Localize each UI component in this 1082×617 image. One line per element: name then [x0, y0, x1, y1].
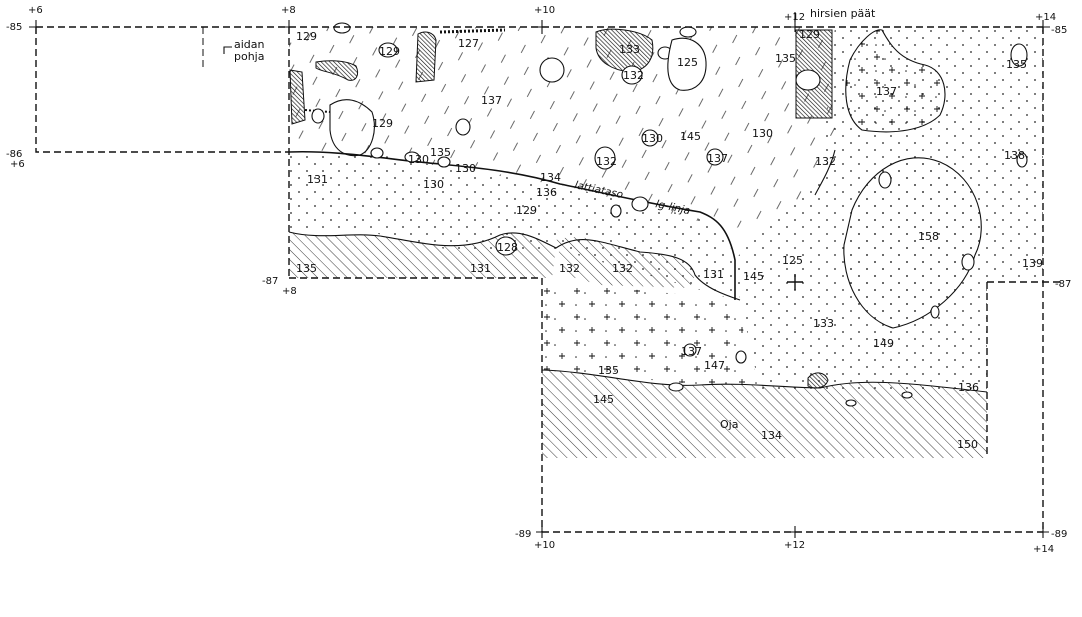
coord-top-6: +6	[28, 5, 43, 16]
layer-label: 129	[372, 117, 393, 130]
line-137-area	[845, 29, 946, 133]
layer-label: 138	[1004, 149, 1025, 162]
layer-label: 130	[642, 132, 663, 145]
layer-label: 130	[455, 162, 476, 175]
layer-label: 133	[619, 43, 640, 56]
coord-bottom-14: +14	[1033, 544, 1054, 555]
layer-label: 132	[612, 262, 633, 275]
dark-feature-post	[415, 31, 437, 83]
coordinate-labels: +6 +8 +10 +12 +14 -85 -85 -86 +6 -87 +8 …	[6, 5, 1071, 555]
layer-label: 137	[681, 345, 702, 358]
grid-crosses	[29, 12, 1050, 538]
layer-label: 135	[775, 52, 796, 65]
layer-label: 134	[540, 171, 561, 184]
layer-label: 136	[536, 186, 557, 199]
fill-hatch-bottom	[542, 370, 987, 458]
coord-top-8: +8	[281, 5, 296, 16]
coord-row-89-left: -89	[515, 529, 531, 540]
label-oja: Oja	[720, 418, 738, 431]
coord-row-86-east: +6	[10, 159, 25, 170]
dark-feature-133	[595, 28, 654, 73]
layer-numbers: 129 129 127 133 132 125 135 135 137 129 …	[296, 28, 1043, 451]
layer-label: 145	[743, 270, 764, 283]
fill-hatch-132	[556, 237, 695, 288]
label-aidan: aidan	[234, 38, 265, 51]
layer-label: 139	[1022, 257, 1043, 270]
layer-label: 136	[958, 381, 979, 394]
line-ditch-edge	[541, 369, 988, 393]
layer-label: 132	[596, 155, 617, 168]
layer-label: 147	[704, 359, 725, 372]
layer-label: 133	[813, 317, 834, 330]
layer-fills	[289, 27, 1043, 458]
coord-row-87-left: -87	[262, 276, 278, 287]
fence-arrow	[223, 46, 232, 54]
layer-label: 135	[598, 364, 619, 377]
layer-label: 150	[957, 438, 978, 451]
layer-label: 131	[307, 173, 328, 186]
dark-feature-left	[289, 69, 306, 125]
coord-row-85-left: -85	[6, 22, 22, 33]
coord-row-87-right: -87	[1055, 279, 1071, 290]
line-right-channel	[814, 149, 836, 196]
line-pit-129	[329, 99, 375, 157]
layer-label: 137	[876, 85, 897, 98]
layer-lines	[288, 29, 988, 393]
layer-label: 129	[296, 30, 317, 43]
layer-label: 128	[497, 241, 518, 254]
layer-label: 145	[593, 393, 614, 406]
line-lower-dotted	[288, 231, 741, 301]
coord-top-12: +12	[784, 12, 805, 23]
layer-label: 134	[761, 429, 782, 442]
layer-label: 125	[782, 254, 803, 267]
layer-label: 129	[799, 28, 820, 41]
trench-edge-west-annex	[35, 27, 289, 153]
layer-label: 135	[1006, 58, 1027, 71]
layer-label: 135	[296, 262, 317, 275]
layer-label: 127	[458, 37, 479, 50]
fill-hatch-left	[289, 232, 556, 278]
coord-row-85-right: -85	[1051, 25, 1067, 36]
layer-label: 149	[873, 337, 894, 350]
fill-area-crosses	[542, 280, 760, 390]
coord-bottom-12: +12	[784, 540, 805, 551]
dark-feature-blob	[315, 60, 359, 81]
layer-label: 130	[423, 178, 444, 191]
layer-label: 145	[680, 130, 701, 143]
label-hirsien-paat: hirsien päät	[810, 7, 876, 20]
layer-label: 129	[516, 204, 537, 217]
coord-row-89-right: -89	[1051, 529, 1067, 540]
layer-label: 131	[703, 268, 724, 281]
layer-label: 132	[623, 69, 644, 82]
layer-label: 132	[559, 262, 580, 275]
fill-area-crosses-137	[845, 29, 945, 132]
layer-label: 129	[379, 45, 400, 58]
hatch-strip-127	[439, 28, 506, 34]
coord-row-86: -86	[6, 149, 22, 160]
layer-label: 125	[677, 56, 698, 69]
layer-label: 132	[815, 155, 836, 168]
layer-label: 137	[481, 94, 502, 107]
label-pohja: pohja	[234, 50, 264, 63]
stones	[311, 22, 1028, 407]
trench-outline	[35, 26, 1060, 533]
layer-label: 130	[408, 153, 429, 166]
layer-label: 135	[430, 146, 451, 159]
line-lattiataso	[288, 150, 736, 300]
layer-label: 130	[752, 127, 773, 140]
coord-top-14: +14	[1035, 12, 1056, 23]
layer-label: 158	[918, 230, 939, 243]
coord-bottom-10: +10	[534, 540, 555, 551]
layer-label: 137	[707, 152, 728, 165]
coord-row-87-east: +8	[282, 286, 297, 297]
coord-top-10: +10	[534, 5, 555, 16]
layer-label: 131	[470, 262, 491, 275]
